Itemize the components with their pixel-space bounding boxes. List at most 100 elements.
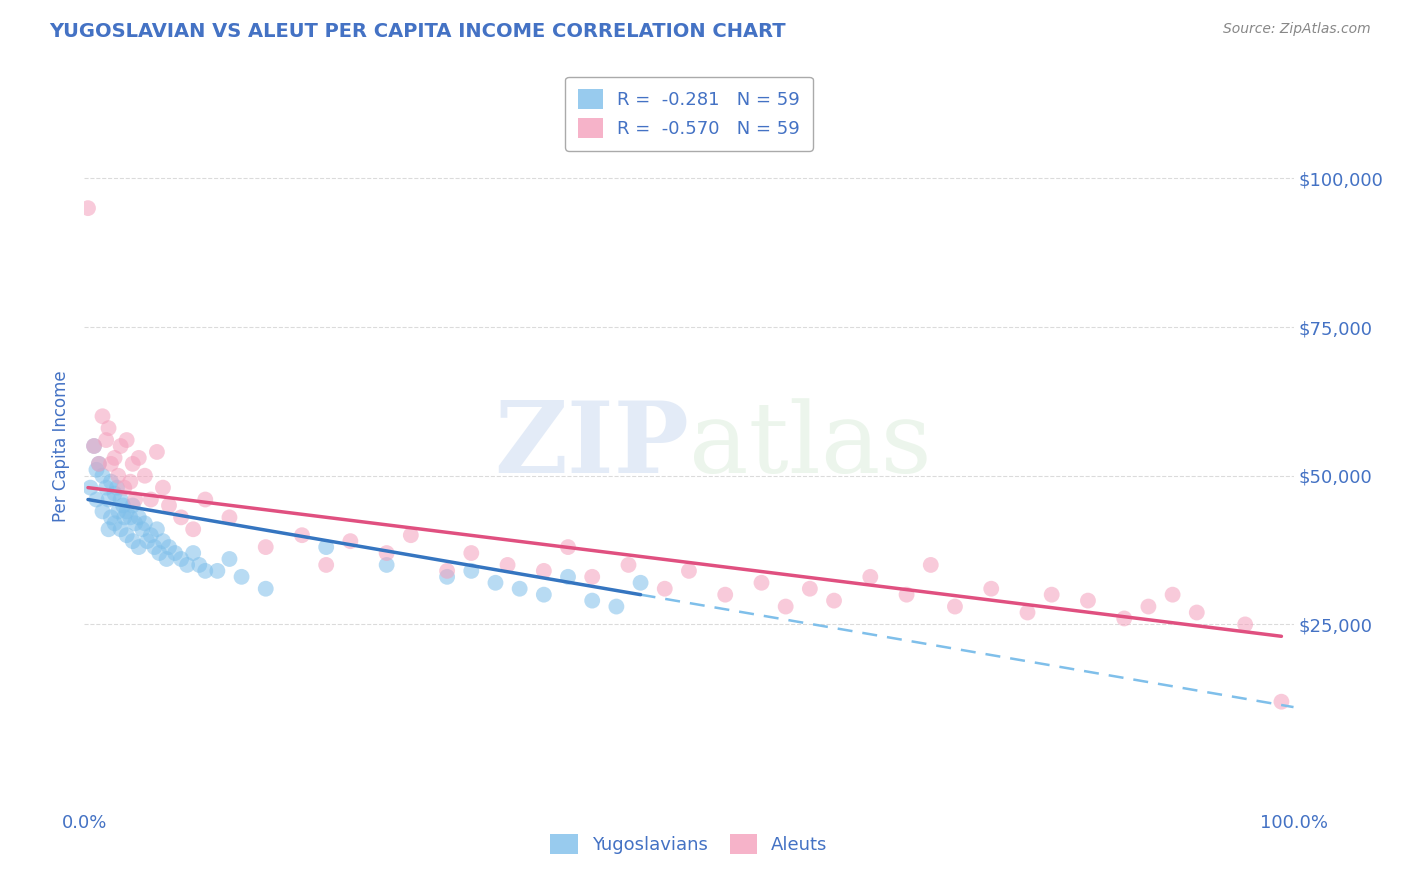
Point [859, 570, 882, 584]
Point [131, 522, 153, 536]
Point [128, 510, 150, 524]
Legend: Yugoslavians, Aleuts: Yugoslavians, Aleuts [540, 823, 838, 865]
Point [181, 546, 204, 560]
Point [104, 450, 127, 465]
Point [176, 558, 198, 572]
Point [136, 534, 159, 549]
Text: ZIP: ZIP [494, 398, 689, 494]
Point [146, 522, 169, 536]
Point [1017, 606, 1039, 620]
Point [436, 570, 458, 584]
Point [97, 522, 120, 536]
Point [315, 540, 337, 554]
Point [654, 582, 676, 596]
Point [460, 546, 482, 560]
Point [86, 463, 108, 477]
Point [509, 582, 531, 596]
Point [100, 475, 122, 489]
Point [83, 439, 105, 453]
Point [605, 599, 627, 614]
Point [110, 492, 132, 507]
Point [121, 534, 143, 549]
Point [107, 504, 129, 518]
Point [146, 445, 169, 459]
Point [799, 582, 821, 596]
Point [91, 468, 114, 483]
Point [460, 564, 482, 578]
Point [291, 528, 314, 542]
Point [77, 201, 100, 215]
Point [112, 481, 135, 495]
Point [155, 552, 177, 566]
Point [254, 540, 277, 554]
Point [94, 481, 117, 495]
Point [124, 516, 146, 531]
Point [110, 439, 132, 453]
Point [120, 510, 142, 524]
Point [148, 546, 170, 560]
Point [105, 481, 128, 495]
Point [315, 558, 337, 572]
Point [100, 510, 122, 524]
Point [1040, 588, 1063, 602]
Point [121, 499, 143, 513]
Point [1137, 599, 1160, 614]
Point [617, 558, 640, 572]
Point [170, 552, 193, 566]
Point [115, 504, 138, 518]
Point [207, 564, 229, 578]
Point [115, 528, 138, 542]
Point [943, 599, 966, 614]
Point [533, 588, 555, 602]
Point [920, 558, 942, 572]
Point [896, 588, 918, 602]
Point [112, 510, 135, 524]
Point [165, 546, 187, 560]
Point [557, 570, 579, 584]
Point [1161, 588, 1184, 602]
Text: atlas: atlas [689, 398, 932, 494]
Point [128, 540, 150, 554]
Point [399, 528, 422, 542]
Point [79, 481, 101, 495]
Point [714, 588, 737, 602]
Point [194, 564, 217, 578]
Point [170, 510, 193, 524]
Point [1234, 617, 1257, 632]
Point [231, 570, 253, 584]
Point [218, 552, 240, 566]
Text: Source: ZipAtlas.com: Source: ZipAtlas.com [1223, 22, 1371, 37]
Point [980, 582, 1002, 596]
Point [775, 599, 797, 614]
Point [188, 558, 211, 572]
Point [86, 492, 108, 507]
Point [139, 492, 162, 507]
Point [678, 564, 700, 578]
Point [115, 433, 138, 447]
Point [581, 570, 603, 584]
Point [823, 593, 845, 607]
Point [375, 546, 398, 560]
Point [157, 540, 180, 554]
Point [97, 421, 120, 435]
Point [339, 534, 361, 549]
Point [94, 433, 117, 447]
Point [112, 499, 135, 513]
Point [484, 575, 506, 590]
Point [110, 522, 132, 536]
Point [181, 522, 204, 536]
Point [104, 516, 127, 531]
Point [87, 457, 110, 471]
Point [375, 558, 398, 572]
Point [1077, 593, 1099, 607]
Point [436, 564, 458, 578]
Point [1114, 611, 1136, 625]
Point [134, 468, 156, 483]
Point [143, 540, 166, 554]
Point [533, 564, 555, 578]
Point [630, 575, 652, 590]
Point [1185, 606, 1208, 620]
Point [152, 534, 174, 549]
Point [107, 468, 129, 483]
Point [120, 475, 142, 489]
